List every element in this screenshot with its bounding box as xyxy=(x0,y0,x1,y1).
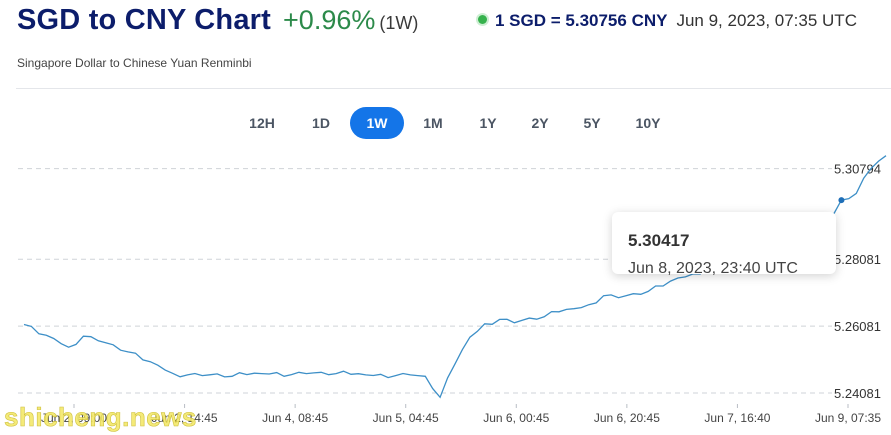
y-tick-label: 5.26081 xyxy=(834,319,881,334)
live-dot-icon xyxy=(478,15,487,24)
x-tick-label: Jun 2, 09:00 xyxy=(41,411,107,425)
x-tick-label: Jun 6, 00:45 xyxy=(483,411,549,425)
y-tick-label: 5.30794 xyxy=(834,162,881,177)
period-label: (1W) xyxy=(379,13,419,33)
tab-5y[interactable]: 5Y xyxy=(583,115,601,131)
y-tick-label: 5.24081 xyxy=(834,386,881,401)
page-subtitle: Singapore Dollar to Chinese Yuan Renminb… xyxy=(17,56,252,70)
header-divider xyxy=(16,88,891,89)
page-title: SGD to CNY Chart xyxy=(17,4,272,36)
current-rate: 1 SGD = 5.30756 CNY Jun 9, 2023, 07:35 UT… xyxy=(478,11,857,31)
tab-2y[interactable]: 2Y xyxy=(531,115,549,131)
y-tick-label: 5.28081 xyxy=(834,252,881,267)
hover-marker xyxy=(838,197,845,204)
tab-10y[interactable]: 10Y xyxy=(635,115,661,131)
tab-1w[interactable]: 1W xyxy=(350,107,404,139)
tab-1y[interactable]: 1Y xyxy=(479,115,497,131)
exchange-rate-chart[interactable]: 5.30794 5.28081 5.26081 5.24081 Jun 2, 09:0… xyxy=(0,150,891,435)
x-tick-label: Jun 7, 16:40 xyxy=(704,411,770,425)
tab-12h[interactable]: 12H xyxy=(249,115,275,131)
rate-value: 1 SGD = 5.30756 CNY xyxy=(495,11,668,30)
x-tick-label: Jun 5, 04:45 xyxy=(373,411,439,425)
x-tick-label: Jun 9, 07:35 xyxy=(815,411,881,425)
watermark-text: shicheng.news xyxy=(4,402,197,433)
title-row: SGD to CNY Chart +0.96% (1W) xyxy=(17,4,418,37)
chart-tooltip: 5.30417 Jun 8, 2023, 23:40 UTC xyxy=(612,212,836,277)
tooltip-value: 5.30417 xyxy=(628,231,690,250)
change-percent: +0.96% xyxy=(283,5,376,35)
x-tick-label: Jun 6, 20:45 xyxy=(594,411,660,425)
tab-1d[interactable]: 1D xyxy=(312,115,330,131)
x-tick-label: Jun 4, 08:45 xyxy=(262,411,328,425)
rate-timestamp: Jun 9, 2023, 07:35 UTC xyxy=(676,11,857,30)
x-tick-label: Jun 2, 14:45 xyxy=(152,411,218,425)
tab-1m[interactable]: 1M xyxy=(423,115,443,131)
tooltip-time: Jun 8, 2023, 23:40 UTC xyxy=(628,260,798,277)
chart-header: SGD to CNY Chart +0.96% (1W) Singapore Dol… xyxy=(17,4,891,74)
